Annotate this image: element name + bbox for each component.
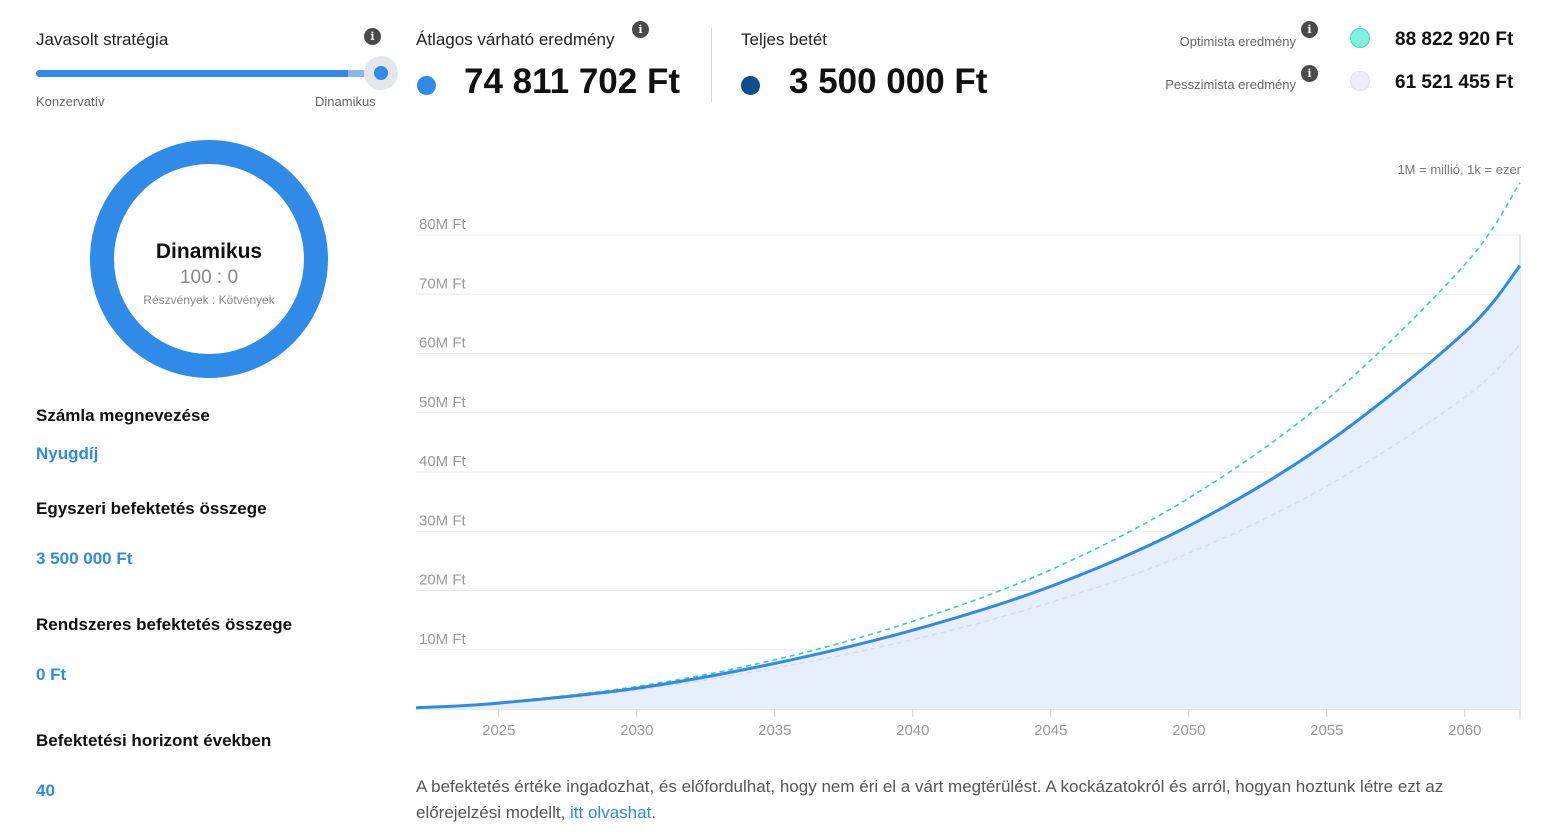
x-tick-label: 2025 (482, 722, 515, 739)
deposit-dot (741, 76, 760, 95)
x-tick-label: 2040 (896, 722, 929, 739)
x-tick-label: 2050 (1172, 722, 1205, 739)
read-more-link[interactable]: itt olvashat (570, 803, 652, 822)
account-name-value[interactable]: Nyugdíj (36, 444, 99, 463)
donut-subtitle: Részvények : Kötvények (143, 293, 275, 307)
y-tick-label: 80M Ft (419, 216, 467, 233)
y-tick-label: 20M Ft (419, 572, 467, 589)
info-icon[interactable]: i (1301, 21, 1318, 38)
pessimistic-dot (1350, 71, 1370, 91)
disclaimer: A befektetés értéke ingadozhat, és előfo… (416, 774, 1526, 826)
y-tick-label: 60M Ft (419, 335, 467, 352)
x-tick-label: 2035 (758, 722, 791, 739)
optimistic-value: 88 822 920 Ft (1395, 29, 1514, 50)
info-icon[interactable]: i (364, 28, 381, 45)
horizon-value[interactable]: 40 (36, 781, 55, 800)
stats-divider (711, 28, 712, 102)
account-name-label: Számla megnevezése (36, 406, 210, 425)
disclaimer-text: A befektetés értéke ingadozhat, és előfo… (416, 777, 1444, 822)
info-icon[interactable]: i (1301, 65, 1318, 82)
total-deposit-value: 3 500 000 Ft (789, 62, 988, 101)
strategy-slider-track[interactable] (36, 70, 366, 77)
y-tick-label: 30M Ft (419, 512, 467, 529)
strategy-slider-handle[interactable] (374, 66, 388, 80)
pessimistic-value: 61 521 455 Ft (1395, 72, 1514, 93)
pessimistic-label: Pesszimista eredmény (1165, 77, 1296, 92)
one-time-investment-label: Egyszeri befektetés összege (36, 499, 267, 518)
x-tick-label: 2030 (620, 722, 653, 739)
average-result-label: Átlagos várható eredmény (416, 30, 615, 49)
average-dot (417, 76, 436, 95)
y-tick-label: 10M Ft (419, 631, 467, 648)
average-area (416, 265, 1520, 709)
x-tick-label: 2045 (1034, 722, 1067, 739)
info-icon[interactable]: i (632, 21, 649, 38)
disclaimer-suffix: . (651, 803, 657, 822)
horizon-label: Befektetési horizont években (36, 731, 272, 750)
slider-min-label: Konzervatív (36, 94, 105, 109)
slider-max-label: Dinamikus (315, 94, 376, 109)
regular-investment-value[interactable]: 0 Ft (36, 665, 67, 684)
pessimistic-series-line (415, 344, 1521, 709)
optimistic-label: Optimista eredmény (1179, 34, 1296, 49)
average-result-value: 74 811 702 Ft (464, 62, 680, 101)
y-tick-label: 70M Ft (419, 275, 467, 292)
regular-investment-label: Rendszeres befektetés összege (36, 615, 293, 634)
chart-unit-note: 1M = millió, 1k = ezer (1397, 162, 1521, 177)
donut-title: Dinamikus (155, 240, 263, 263)
optimistic-series-line (415, 182, 1521, 709)
y-tick-label: 40M Ft (419, 453, 467, 470)
average-series-line (415, 264, 1522, 710)
optimistic-dot (1350, 28, 1370, 48)
strategy-label: Javasolt stratégia (36, 30, 169, 49)
x-tick-label: 2055 (1310, 722, 1343, 739)
x-tick-label: 2060 (1448, 722, 1481, 739)
projection-chart: 10M Ft 20M Ft 30M Ft 40M Ft 50M Ft 60M Ft 70M … (415, 182, 1522, 739)
total-deposit-label: Teljes betét (741, 30, 827, 49)
one-time-investment-value[interactable]: 3 500 000 Ft (36, 549, 133, 568)
donut-ratio: 100 : 0 (179, 267, 239, 288)
y-tick-label: 50M Ft (419, 394, 467, 411)
